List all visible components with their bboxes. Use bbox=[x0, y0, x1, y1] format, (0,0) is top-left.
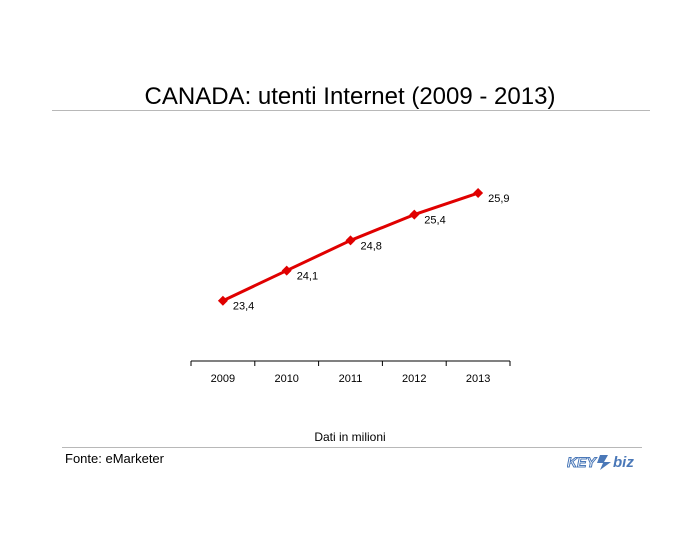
data-point-marker bbox=[409, 209, 420, 220]
data-label: 24,1 bbox=[297, 271, 318, 283]
line-chart: 2009 2010 2011 2012 2013 23,4 24,1 24,8 25,4 25,9 bbox=[190, 188, 511, 385]
x-tick-label: 2011 bbox=[339, 373, 363, 385]
series-line bbox=[222, 191, 479, 303]
key4biz-logo: KEY biz bbox=[567, 454, 634, 472]
data-label: 25,9 bbox=[488, 193, 509, 205]
data-label: 24,8 bbox=[361, 240, 382, 252]
source-label: Fonte: eMarketer bbox=[65, 451, 164, 466]
data-point-marker bbox=[345, 235, 356, 246]
data-point-marker bbox=[281, 265, 292, 276]
x-tick-label: 2013 bbox=[466, 373, 490, 385]
x-tick-label: 2009 bbox=[211, 373, 235, 385]
title-divider bbox=[52, 110, 650, 111]
x-tick-label: 2012 bbox=[402, 373, 426, 385]
svg-text:biz: biz bbox=[613, 454, 634, 471]
footer-divider bbox=[62, 447, 642, 448]
units-note: Dati in milioni bbox=[314, 430, 386, 444]
data-point-marker bbox=[217, 295, 228, 306]
data-label: 25,4 bbox=[424, 215, 445, 227]
page-title: CANADA: utenti Internet (2009 - 2013) bbox=[144, 83, 556, 110]
svg-text:KEY: KEY bbox=[567, 454, 597, 470]
x-tick-label: 2010 bbox=[274, 373, 298, 385]
data-label: 23,4 bbox=[233, 301, 254, 313]
data-point-marker bbox=[473, 188, 484, 199]
